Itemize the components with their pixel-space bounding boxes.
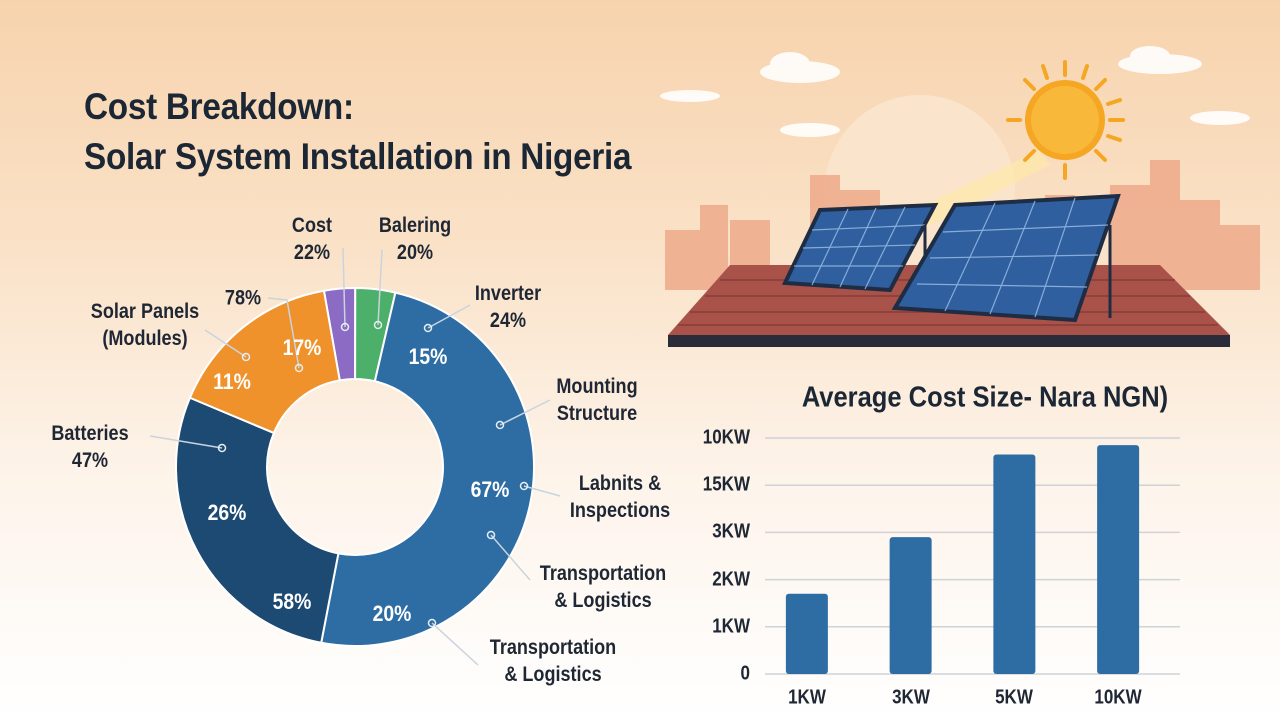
x-tick-label: 3KW [891,686,930,709]
label-solar: Solar Panels (Modules) [91,298,199,352]
title-line-1: Cost Breakdown: [84,86,354,127]
y-tick-label: 3KW [712,520,750,543]
donut-slice [175,396,340,644]
label-line: & Logistics [554,589,652,612]
label-line: 78% [224,286,262,310]
label-batteries: Batteries 47% [51,420,128,474]
label-line: Cost [291,214,333,237]
leader-dot [217,443,227,453]
bar-10KW [1097,445,1140,674]
bar-1KW [785,593,828,674]
leader-line [490,534,531,581]
leader-dot [423,323,433,333]
label-mounting: Mounting Structure [556,373,637,427]
leader-dot [495,420,505,430]
label-balering: Balering 20% [379,212,451,266]
label-line: 20% [396,241,434,264]
leader-line [499,399,551,426]
y-tick-label: 15KW [702,473,750,496]
label-line: Structure [556,402,638,425]
y-tick-label: 1KW [712,615,750,638]
label-line: (Modules) [102,327,188,350]
leader-dot [340,322,350,332]
sun-icon [830,60,1125,260]
label-line: Balering [378,214,452,237]
label-line: Transportation [539,562,667,585]
slice-value-label: 17% [282,335,322,360]
x-tick-label: 1KW [787,686,826,709]
leader-dot [427,618,437,628]
leader-dot [373,320,383,330]
label-line: Transportation [489,636,617,659]
label-line: Solar Panels [90,300,200,323]
leader-line [204,329,247,358]
label-inverter: Inverter 24% [475,280,541,334]
page-title: Cost Breakdown: Solar System Installatio… [84,82,632,182]
leader-dot [519,481,529,491]
title-line-2: Solar System Installation in Nigeria [84,136,632,177]
slice-value-label: 15% [408,344,448,369]
x-tick-label: 10KW [1094,686,1142,709]
solar-panel-icon [781,193,1121,323]
leader-line [149,435,223,449]
label-p78: 78% [225,285,261,312]
y-tick-label: 2KW [712,568,750,591]
label-transport2: Transportation & Logistics [490,634,616,688]
leader-dot [486,530,496,540]
label-line: Labnits & [578,472,662,495]
donut-slice [188,289,341,435]
x-tick-label: 5KW [995,686,1034,709]
leader-line [431,622,479,666]
label-line: Batteries [51,422,129,445]
slice-value-label: 58% [272,589,312,614]
label-line: 47% [71,449,109,472]
label-cost: Cost 22% [292,212,332,266]
y-tick-label: 0 [740,662,750,685]
bar-5KW [993,454,1036,674]
label-labnits: Labnits & Inspections [570,470,670,524]
leader-line [427,304,471,329]
label-line: Mounting [556,375,638,398]
leader-dot [241,352,251,362]
slice-value-label: 20% [372,601,412,626]
label-line: Inspections [569,499,671,522]
leader-line [377,249,383,326]
donut-slice [320,291,535,647]
label-line: Inverter [474,282,542,305]
bar-3KW [889,537,932,674]
y-tick-label: 10KW [702,426,750,449]
label-line: 22% [293,241,331,264]
leader-line [267,297,300,369]
label-transport1: Transportation & Logistics [540,560,666,614]
cloud-icon [660,46,1250,137]
label-line: 24% [489,309,527,332]
slice-value-label: 11% [213,369,251,394]
slice-value-label: 26% [207,500,247,525]
leader-dot [294,363,304,373]
label-line: & Logistics [504,663,602,686]
bar-chart-title: Average Cost Size- Nara NGN) [801,381,1169,414]
leader-line [342,247,346,328]
slice-value-label: 67% [470,477,510,502]
leader-line [523,485,561,497]
